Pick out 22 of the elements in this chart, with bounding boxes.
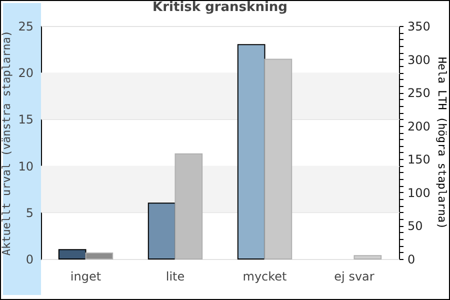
y2-tick-label: 300 (408, 52, 430, 67)
y-tick-label: 20 (18, 66, 34, 80)
x-tick-label: ej svar (334, 270, 374, 284)
y-tick-label: 0 (26, 252, 34, 266)
y2-tick-label: 350 (408, 20, 430, 34)
y2-tick-label: 50 (408, 219, 423, 234)
y-tick-label: 5 (26, 206, 34, 220)
y2-tick-label: 100 (408, 186, 430, 200)
y-tick-label: 10 (18, 159, 34, 174)
x-tick-label: inget (70, 270, 102, 284)
y-tick-label: 15 (18, 112, 34, 127)
chart-title: Kritisk granskning (152, 0, 288, 15)
y2-axis-title: Hela LTH (högra staplarna) (435, 56, 448, 230)
y2-tick-label: 150 (408, 152, 430, 167)
y2-tick-label: 200 (408, 119, 430, 134)
y2-tick-label: 250 (408, 86, 430, 100)
y2-tick-label: 0 (408, 252, 416, 266)
y-tick-label: 25 (18, 20, 34, 34)
x-tick-label: mycket (242, 270, 288, 284)
x-tick-label: lite (166, 270, 185, 284)
y-axis-title: Aktuellt urval (vänstra staplarna) (0, 30, 14, 256)
bar (354, 255, 382, 260)
